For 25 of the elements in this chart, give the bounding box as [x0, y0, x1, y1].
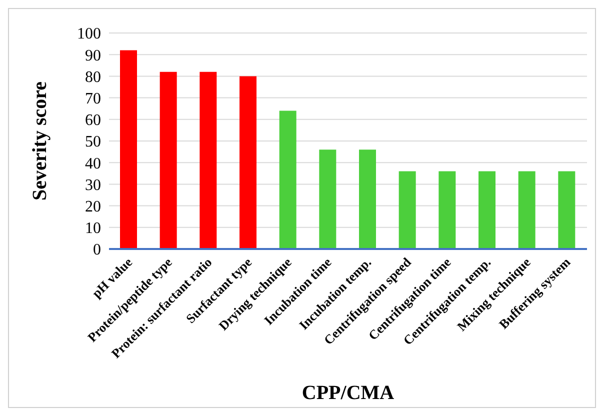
y-tick-label: 10 — [85, 220, 101, 238]
bar — [120, 50, 137, 249]
bar — [478, 171, 496, 249]
y-tick-label: 100 — [77, 26, 101, 43]
y-tick-label: 30 — [85, 176, 101, 194]
y-tick-label: 60 — [85, 112, 101, 130]
y-tick-label: 70 — [85, 90, 101, 108]
bar — [359, 150, 376, 249]
x-axis-title: CPP/CMA — [302, 382, 395, 404]
bar — [200, 72, 217, 249]
bar — [279, 110, 296, 249]
y-tick-label: 20 — [85, 198, 101, 216]
y-tick-label: 40 — [85, 155, 101, 172]
bar — [438, 171, 456, 249]
y-axis-title: Severity score — [29, 81, 52, 201]
bar — [240, 76, 256, 249]
y-tick-label: 90 — [85, 47, 101, 64]
y-tick-label: 0 — [93, 242, 101, 259]
bar — [160, 72, 177, 249]
y-tick-label: 50 — [85, 134, 101, 151]
bar — [319, 150, 336, 249]
y-tick-label: 80 — [85, 68, 101, 86]
bar — [398, 171, 416, 249]
bar — [558, 171, 576, 249]
bar — [518, 171, 536, 249]
